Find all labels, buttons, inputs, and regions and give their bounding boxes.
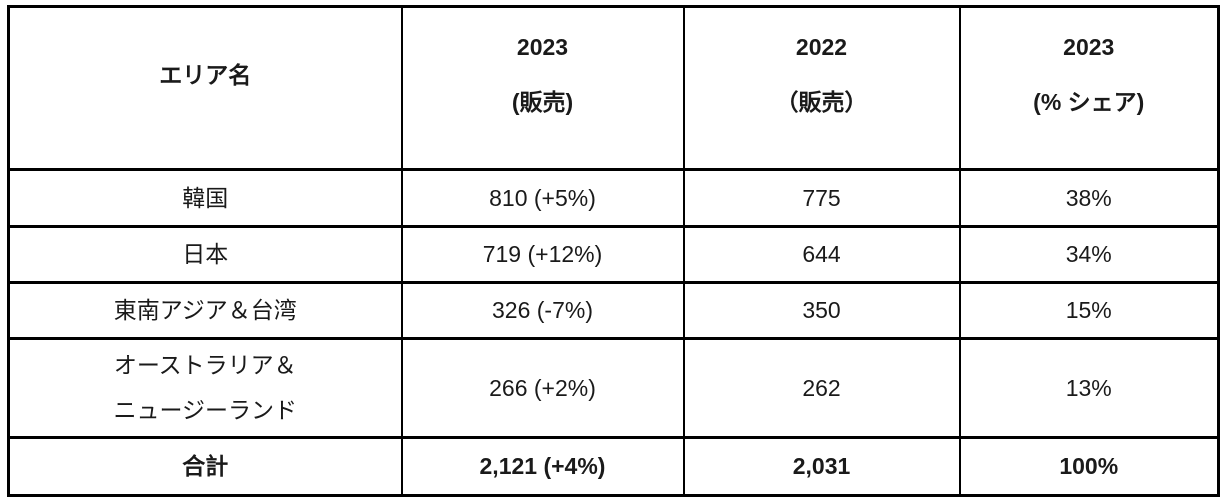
header-cell-2023-sales: 2023 (販売): [400, 5, 685, 171]
cell-sales-2023: 266 (+2%): [400, 337, 685, 439]
cell-area: 韓国: [7, 168, 403, 228]
cell-area: 東南アジア＆台湾: [7, 281, 403, 340]
header-2022-sales-unit: （販売）: [775, 89, 868, 115]
table-row-australia-nz: オーストラリア＆ ニュージーランド 266 (+2%) 262 13%: [7, 337, 1220, 439]
header-cell-2022-sales: 2022 （販売）: [682, 5, 961, 171]
cell-sales-2022: 775: [682, 168, 961, 228]
header-2023-share-unit: (% シェア): [1033, 89, 1145, 115]
cell-sales-2023: 326 (-7%): [400, 281, 685, 340]
header-cell-2023-share: 2023 (% シェア): [958, 5, 1220, 171]
cell-sales-2023: 719 (+12%): [400, 225, 685, 284]
cell-area: オーストラリア＆ ニュージーランド: [7, 337, 403, 439]
cell-total-share-2023: 100%: [958, 436, 1220, 497]
cell-sales-2022: 350: [682, 281, 961, 340]
header-cell-area: エリア名: [7, 5, 403, 171]
cell-share-2023: 38%: [958, 168, 1220, 228]
cell-sales-2022: 644: [682, 225, 961, 284]
header-row: エリア名 2023 (販売) 2022 （販売） 2023 (% シェア): [7, 5, 1220, 171]
cell-total-label: 合計: [7, 436, 403, 497]
cell-sales-2023: 810 (+5%): [400, 168, 685, 228]
table-row-sea-taiwan: 東南アジア＆台湾 326 (-7%) 350 15%: [7, 281, 1220, 340]
header-area-label: エリア名: [159, 61, 252, 88]
cell-share-2023: 13%: [958, 337, 1220, 439]
table-row-japan: 日本 719 (+12%) 644 34%: [7, 225, 1220, 284]
cell-area: 日本: [7, 225, 403, 284]
cell-share-2023: 15%: [958, 281, 1220, 340]
table-row-total: 合計 2,121 (+4%) 2,031 100%: [7, 436, 1220, 497]
cell-total-sales-2022: 2,031: [682, 436, 961, 497]
sales-by-area-table: エリア名 2023 (販売) 2022 （販売） 2023 (% シェア) 韓国…: [7, 5, 1220, 497]
cell-total-sales-2023: 2,121 (+4%): [400, 436, 685, 497]
cell-sales-2022: 262: [682, 337, 961, 439]
header-2023-sales-year: 2023: [516, 34, 569, 60]
header-2022-sales-year: 2022: [795, 34, 848, 60]
table-row-korea: 韓国 810 (+5%) 775 38%: [7, 168, 1220, 228]
cell-share-2023: 34%: [958, 225, 1220, 284]
header-2023-sales-unit: (販売): [511, 89, 574, 115]
header-2023-share-year: 2023: [1063, 34, 1115, 60]
